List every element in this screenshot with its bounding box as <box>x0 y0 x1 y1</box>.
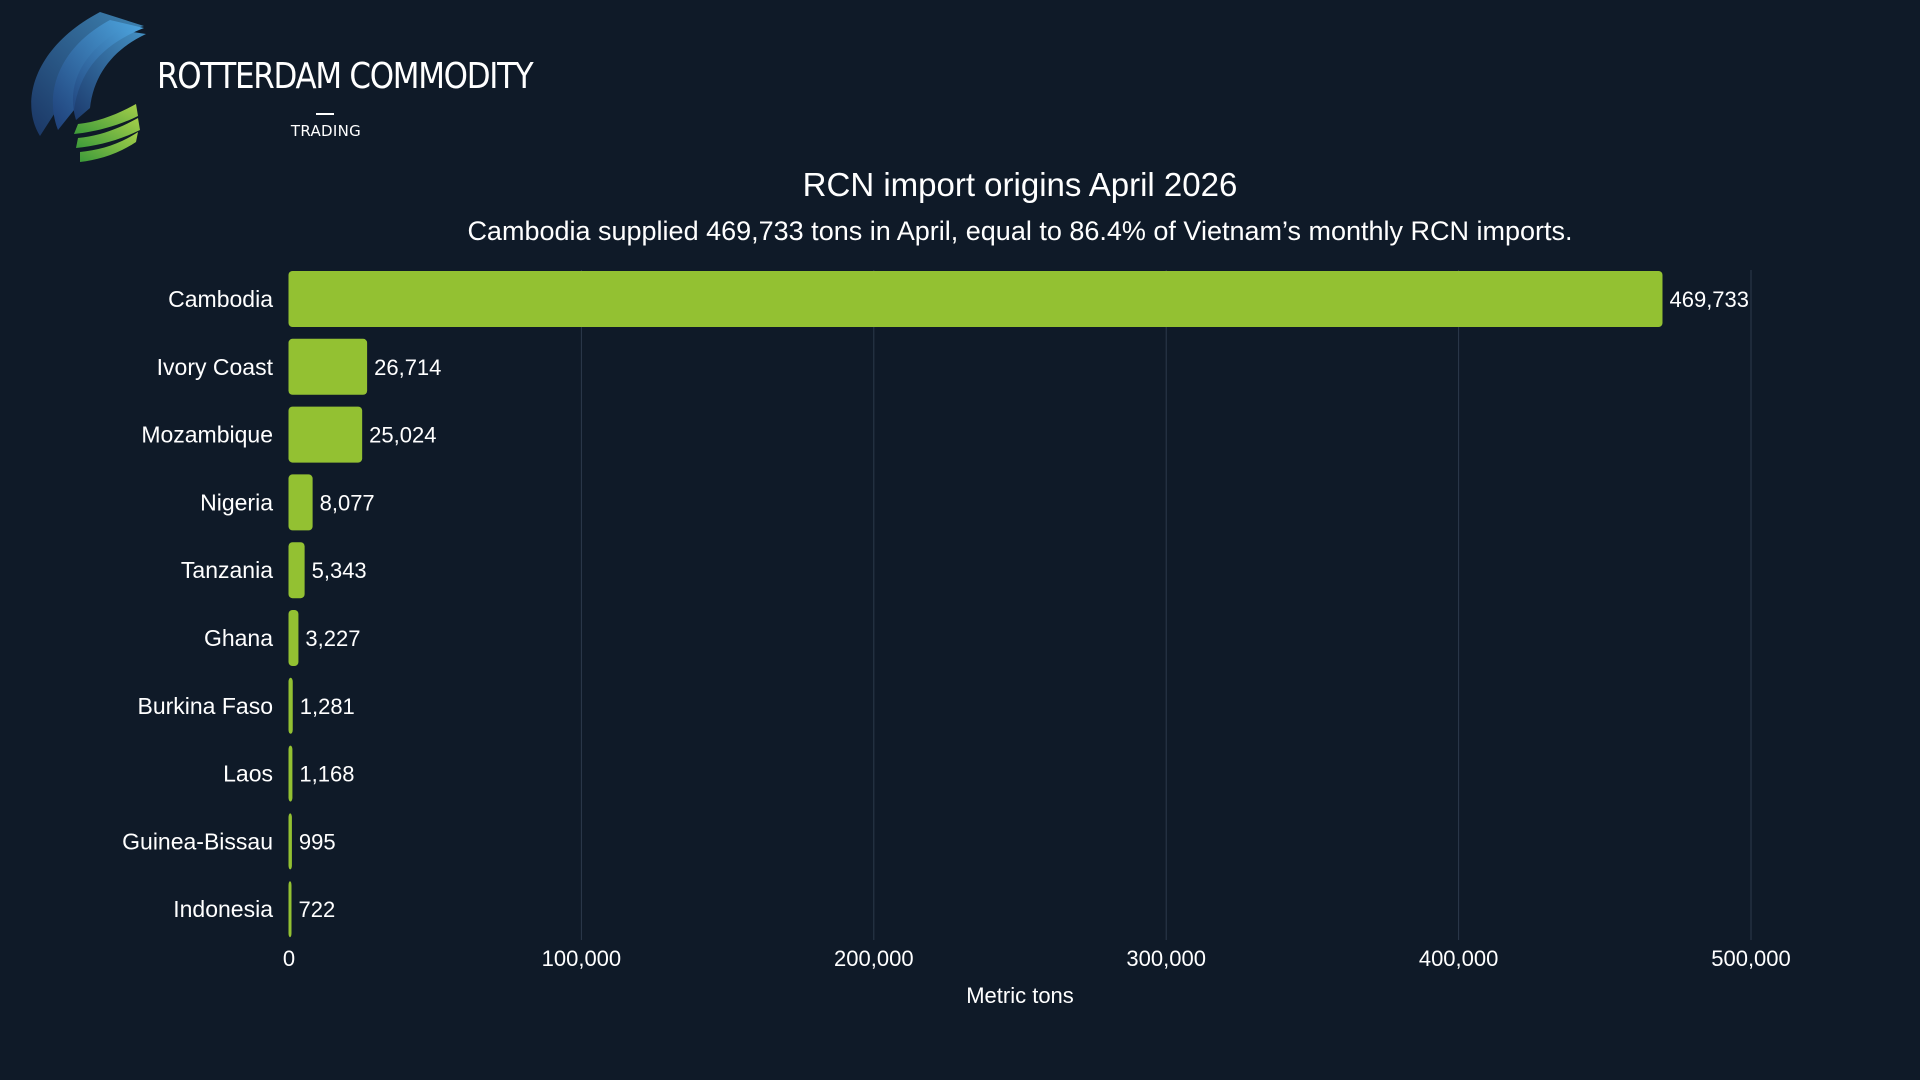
chart-subtitle: Cambodia supplied 469,733 tons in April,… <box>467 216 1573 246</box>
labels: 0 100,000 200,000 300,000 400,000 500,000 Camb… <box>122 286 1791 971</box>
bar <box>288 542 305 599</box>
x-tick-label: 300,000 <box>1126 946 1206 971</box>
category-label: Burkina Faso <box>137 693 273 719</box>
data-label: 469,733 <box>1669 287 1749 312</box>
data-label: 5,343 <box>312 558 367 583</box>
x-tick-label: 100,000 <box>542 946 622 971</box>
bar <box>288 271 1663 327</box>
bars <box>288 271 1663 938</box>
category-label: Tanzania <box>181 557 273 583</box>
data-label: 995 <box>299 829 336 854</box>
brand-divider <box>316 113 334 115</box>
x-axis-title: Metric tons <box>966 983 1074 1008</box>
grid-lines <box>580 270 1752 940</box>
data-label: 1,168 <box>299 762 354 787</box>
category-label: Cambodia <box>168 286 273 312</box>
data-label: 8,077 <box>320 490 375 515</box>
data-label: 25,024 <box>369 423 436 448</box>
bar <box>288 610 299 666</box>
data-label: 722 <box>299 897 336 922</box>
data-label: 3,227 <box>305 626 360 651</box>
x-tick-label: 500,000 <box>1711 946 1791 971</box>
x-tick-label: 400,000 <box>1419 946 1499 971</box>
x-tick-label: 200,000 <box>834 946 914 971</box>
bar <box>288 745 293 802</box>
category-label: Indonesia <box>173 896 273 922</box>
brand-subtitle: TRADING <box>290 122 362 140</box>
category-label: Ghana <box>204 625 273 651</box>
category-label: Ivory Coast <box>157 354 274 380</box>
bar <box>288 677 293 734</box>
category-label: Laos <box>223 761 273 787</box>
rotterdam-logo-icon <box>31 12 146 162</box>
data-label: 26,714 <box>374 355 441 380</box>
chart-title: RCN import origins April 2026 <box>802 166 1238 203</box>
bar <box>288 881 292 938</box>
bar <box>288 338 368 395</box>
data-label: 1,281 <box>300 694 355 719</box>
bar <box>288 813 292 870</box>
bar <box>288 474 313 531</box>
brand-name: ROTTERDAM COMMODITY <box>157 56 534 97</box>
x-tick-label: 0 <box>283 946 295 971</box>
category-label: Mozambique <box>141 422 273 448</box>
category-label: Nigeria <box>200 489 273 515</box>
category-label: Guinea-Bissau <box>122 828 273 854</box>
bar <box>288 406 363 463</box>
